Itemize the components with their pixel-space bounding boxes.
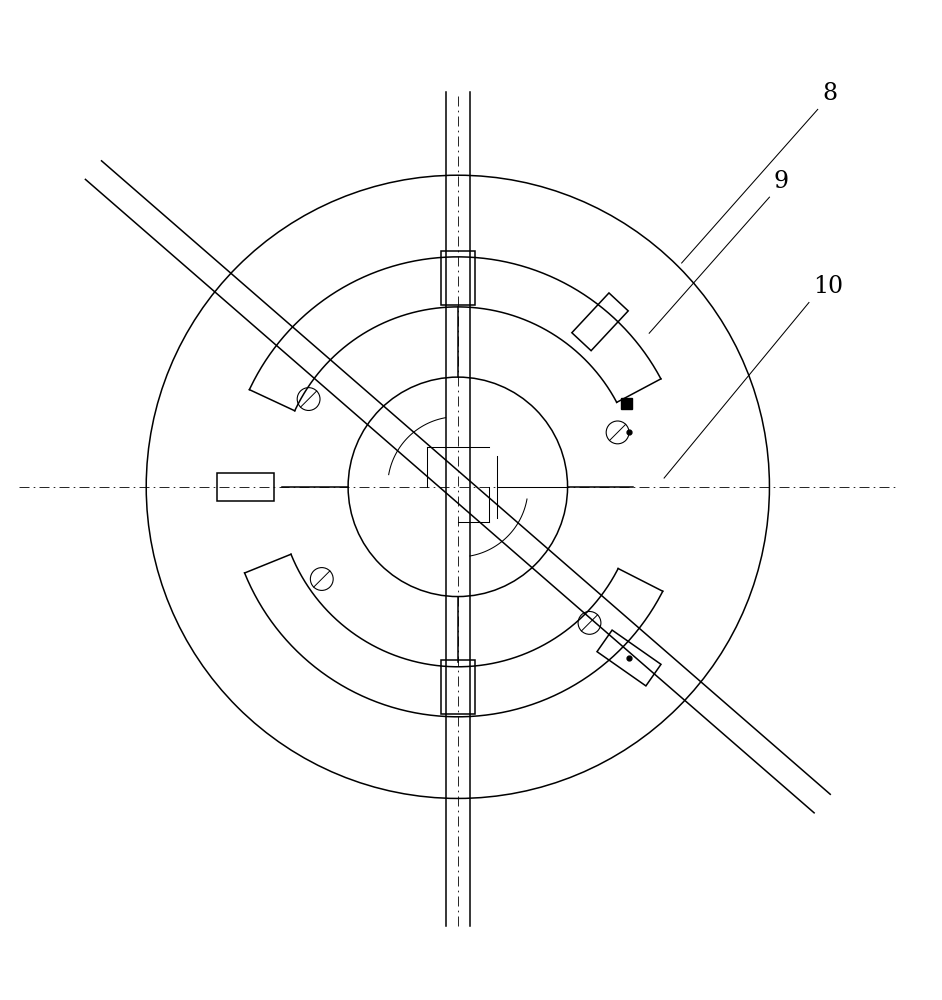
Polygon shape [217,473,274,501]
Polygon shape [441,251,475,305]
Text: 8: 8 [822,82,837,105]
Polygon shape [441,660,475,714]
Bar [621,398,632,409]
Text: 10: 10 [813,275,843,298]
Polygon shape [572,293,628,351]
Polygon shape [597,630,661,686]
Text: 9: 9 [773,170,789,193]
